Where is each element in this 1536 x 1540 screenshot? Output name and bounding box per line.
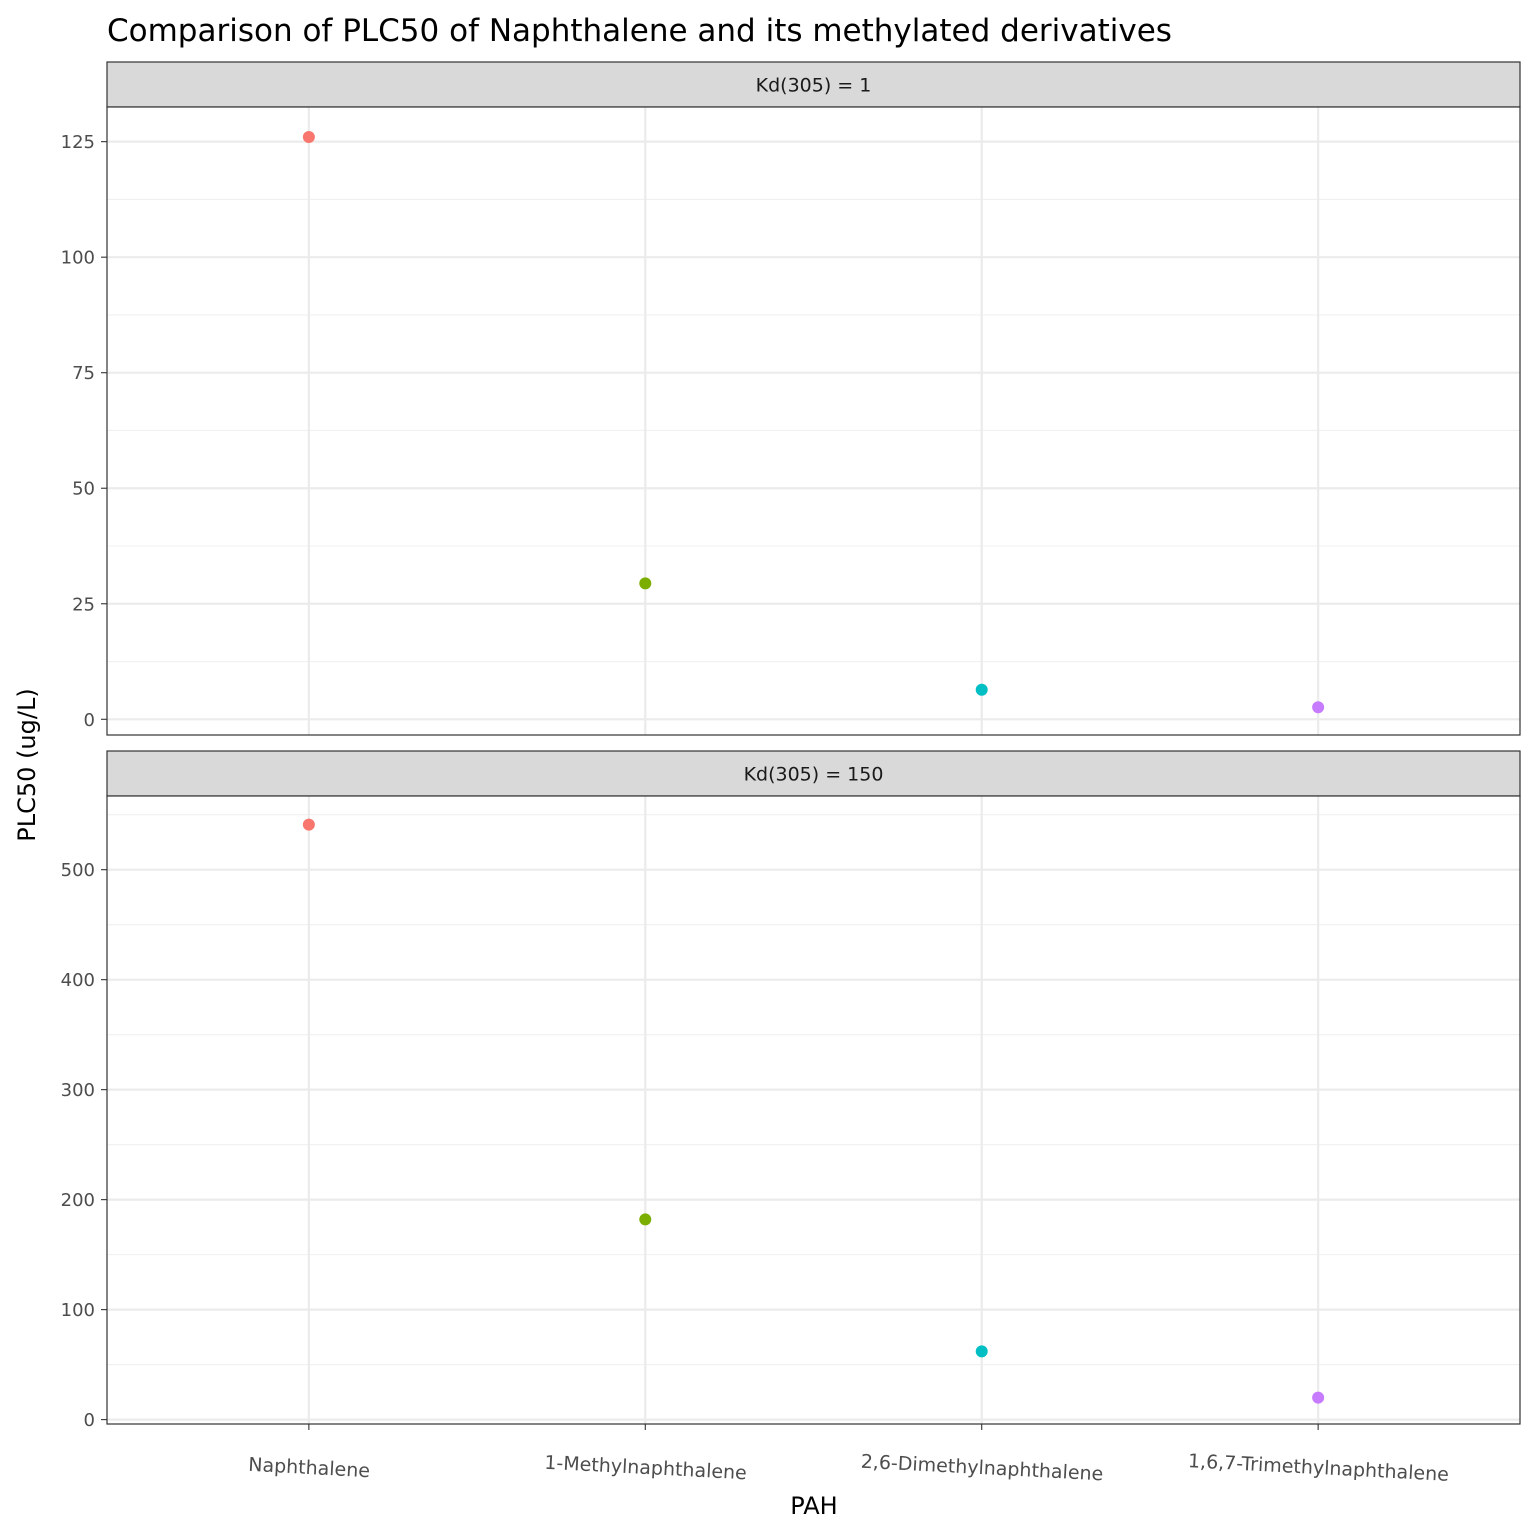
data-point xyxy=(1312,1391,1325,1404)
facet-panel: Kd(305) = 1 0 25 50 75 100 125 xyxy=(61,61,1521,736)
data-point xyxy=(302,818,315,831)
y-tick-label: 100 xyxy=(61,248,95,269)
data-point xyxy=(1312,701,1325,714)
panel-background xyxy=(107,796,1520,1424)
facet-strip xyxy=(106,61,1521,108)
data-point xyxy=(639,1213,652,1226)
panel-border xyxy=(106,106,1521,736)
y-tick-label: 25 xyxy=(72,594,95,615)
y-tick-label: 500 xyxy=(61,860,95,881)
chart-title: Comparison of PLC50 of Naphthalene and i… xyxy=(107,13,1172,49)
facet-strip xyxy=(106,750,1521,797)
y-axis-title: PLC50 (ug/L) xyxy=(13,688,41,841)
panel-border xyxy=(106,795,1521,1425)
y-tick-label: 125 xyxy=(61,132,95,153)
y-tick-label: 400 xyxy=(61,970,95,991)
panels-layer: Kd(305) = 1 0 25 50 75 100 125 Kd(305) = 150 0 10… xyxy=(61,61,1521,1431)
y-tick-label: 50 xyxy=(72,479,95,500)
panel-background xyxy=(107,107,1520,735)
data-point xyxy=(302,131,315,144)
y-tick-label: 300 xyxy=(61,1080,95,1101)
y-tick-label: 0 xyxy=(84,710,95,731)
y-tick-label: 0 xyxy=(84,1410,95,1431)
facet-strip-label: Kd(305) = 1 xyxy=(756,75,872,97)
data-point xyxy=(639,577,652,590)
x-tick-label: 2,6-Dimethylnaphthalene xyxy=(860,1451,1104,1486)
x-tick-label: 1,6,7-Trimethylnaphthalene xyxy=(1187,1450,1449,1486)
y-tick-label: 100 xyxy=(61,1300,95,1321)
data-point xyxy=(975,683,988,696)
facet-strip-label: Kd(305) = 150 xyxy=(744,764,884,786)
facet-panel: Kd(305) = 150 0 100 200 300 400 500 xyxy=(61,750,1521,1431)
y-tick-label: 200 xyxy=(61,1190,95,1211)
x-axis-title: PAH xyxy=(790,1492,837,1520)
x-tick-label: Naphthalene xyxy=(248,1454,371,1482)
data-point xyxy=(975,1345,988,1358)
y-tick-label: 75 xyxy=(72,363,95,384)
x-tick-label: 1-Methylnaphthalene xyxy=(544,1452,748,1485)
x-axis: Naphthalene 1-Methylnaphthalene 2,6-Dimeth… xyxy=(248,1424,1449,1486)
